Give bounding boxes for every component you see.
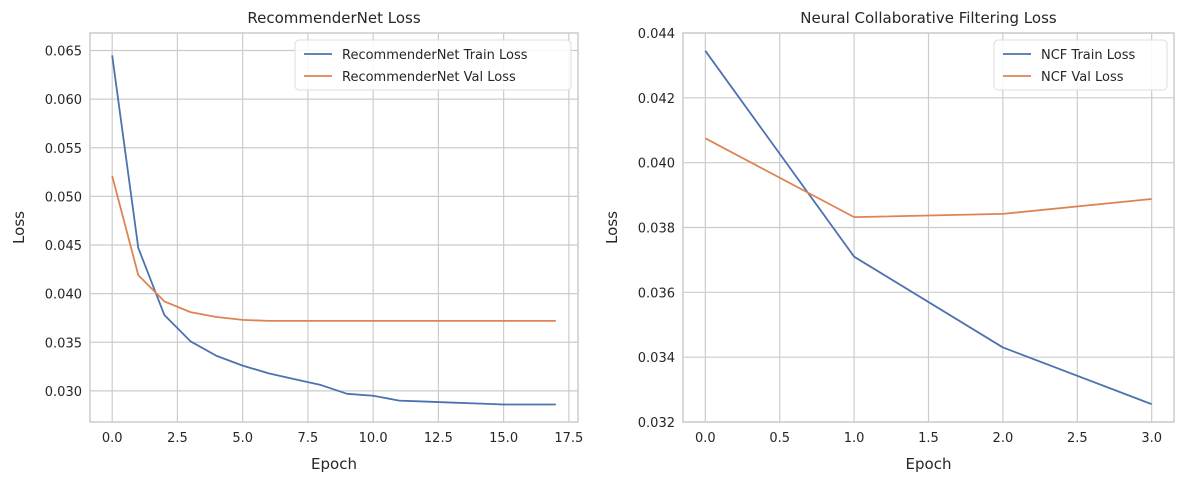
x-axis-label: Epoch	[906, 455, 952, 473]
legend-box	[993, 39, 1168, 91]
plot-frame	[89, 32, 579, 423]
y-tick-label: 0.040	[45, 288, 82, 303]
y-tick-label: 0.060	[45, 93, 82, 108]
chart-recommendernet-loss: 0.0 2.5 5.0 7.5 10.0 12.5 15.0 17.5 0.030 0.035 0.…	[10, 9, 583, 473]
x-tick-label: 3.0	[1141, 431, 1162, 446]
series-line-ncf-val	[704, 137, 1152, 219]
y-tick-label: 0.032	[638, 416, 675, 431]
legend: RecommenderNet Train Loss RecommenderNet …	[294, 39, 572, 91]
y-tick-label: 0.036	[638, 286, 675, 301]
x-tick-label: 1.5	[918, 431, 939, 446]
x-tick-label: 2.0	[993, 431, 1014, 446]
y-tick-label: 0.030	[45, 385, 82, 400]
legend-box	[294, 39, 572, 91]
legend-label: RecommenderNet Train Loss	[342, 48, 528, 63]
chart-title: RecommenderNet Loss	[247, 9, 420, 27]
y-tick-label: 0.034	[638, 351, 675, 366]
y-axis-label: Loss	[10, 211, 28, 244]
series-line-ncf-train	[704, 50, 1153, 406]
x-tick-label: 1.0	[844, 431, 865, 446]
x-tick-label: 17.5	[554, 431, 583, 446]
x-tick-label: 0.0	[695, 431, 716, 446]
x-tick-label: 0.5	[769, 431, 790, 446]
y-tick-label: 0.050	[45, 190, 82, 205]
legend-label: RecommenderNet Val Loss	[342, 70, 516, 85]
x-tick-label: 0.0	[102, 431, 123, 446]
x-tick-label: 7.5	[298, 431, 319, 446]
series-line-rn-train	[111, 55, 556, 406]
y-tick-label: 0.035	[45, 336, 82, 351]
y-tick-label: 0.045	[45, 239, 82, 254]
x-tick-label: 5.0	[232, 431, 253, 446]
legend-label: NCF Val Loss	[1041, 70, 1124, 85]
y-axis-label: Loss	[603, 211, 621, 244]
x-tick-label: 2.5	[1067, 431, 1088, 446]
plot-frame	[682, 32, 1175, 423]
x-tick-label: 12.5	[424, 431, 453, 446]
chart-title: Neural Collaborative Filtering Loss	[800, 9, 1057, 27]
chart-ncf-loss: 0.0 0.5 1.0 1.5 2.0 2.5 3.0 0.032 0.034 0.036 0.03…	[603, 9, 1175, 473]
legend: NCF Train Loss NCF Val Loss	[993, 39, 1168, 91]
y-tick-label: 0.055	[45, 142, 82, 157]
legend-label: NCF Train Loss	[1041, 48, 1135, 63]
x-tick-label: 2.5	[167, 431, 188, 446]
x-tick-label: 15.0	[489, 431, 518, 446]
series-line-rn-val	[111, 175, 556, 322]
y-tick-label: 0.044	[638, 27, 675, 42]
y-tick-label: 0.065	[45, 45, 82, 60]
x-tick-label: 10.0	[359, 431, 388, 446]
y-tick-label: 0.042	[638, 92, 675, 107]
x-axis-label: Epoch	[311, 455, 357, 473]
y-tick-label: 0.040	[638, 157, 675, 172]
y-tick-label: 0.038	[638, 222, 675, 237]
